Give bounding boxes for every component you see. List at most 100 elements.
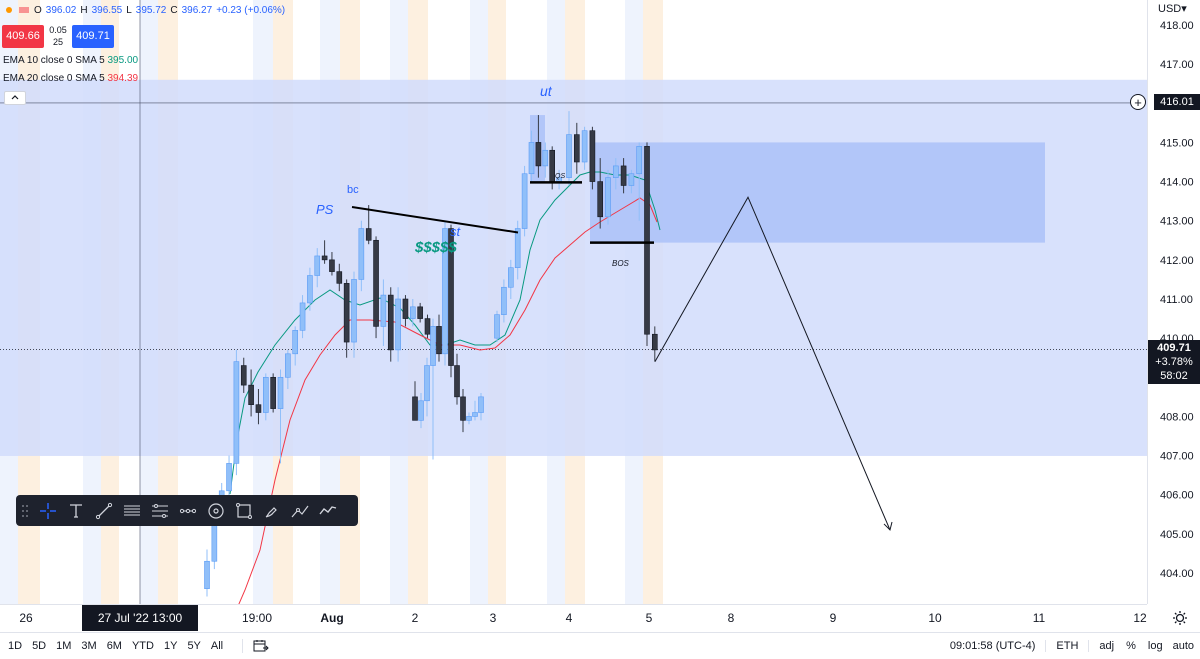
clock-display[interactable]: 09:01:58 (UTC-4): [949, 640, 1036, 652]
calendar-goto-icon: [253, 640, 269, 652]
range-1d[interactable]: 1D: [8, 640, 23, 652]
crosshair-tool[interactable]: [34, 495, 62, 526]
rectangle-icon: [236, 502, 252, 519]
last-price-value: 409.71: [1157, 342, 1191, 354]
crosshair-time-label: 27 Jul '22 13:00: [82, 605, 198, 631]
price-tick-label: 404.00: [1160, 568, 1194, 580]
annotation-dollars: $$$$$: [414, 239, 457, 256]
candle-body: [549, 149, 556, 182]
price-tick-label: 412.00: [1160, 255, 1194, 267]
price-axis[interactable]: 418.00417.00416.00415.00414.00413.00412.…: [1147, 0, 1200, 604]
open-value: 396.02: [45, 4, 77, 16]
candle-body: [454, 365, 460, 398]
auto-toggle[interactable]: auto: [1172, 640, 1194, 652]
candle-body: [472, 412, 478, 417]
time-tick-label: 10: [928, 611, 942, 625]
buy-button[interactable]: 409.71: [72, 24, 114, 48]
time-tick-label: Aug: [320, 611, 343, 625]
range-ytd[interactable]: YTD: [131, 640, 154, 652]
range-1y[interactable]: 1Y: [163, 640, 178, 652]
range-zone: [0, 79, 1147, 456]
range-all[interactable]: All: [210, 640, 224, 652]
collapse-legend-button[interactable]: [4, 91, 26, 105]
text-tool[interactable]: [62, 495, 90, 526]
candle-body: [528, 142, 535, 175]
projection-path: [654, 196, 891, 531]
ema10-label: EMA 10 close 0 SMA 5: [3, 55, 105, 66]
time-tick-label: 5: [646, 611, 653, 625]
candle-body: [628, 173, 635, 186]
pitchfork-tool[interactable]: [174, 495, 202, 526]
candle-body: [204, 560, 210, 589]
projection-arrowhead: [883, 521, 893, 531]
high-value: 396.55: [91, 4, 123, 16]
forecast-tool[interactable]: [314, 495, 342, 526]
candle-body: [262, 376, 269, 413]
add-alert-button[interactable]: +: [1130, 94, 1146, 110]
candle-body: [636, 146, 643, 175]
ema20-legend[interactable]: EMA 20 close 0 SMA 5 394.39: [3, 73, 138, 84]
range-3m[interactable]: 3M: [81, 640, 97, 652]
price-tick-label: 405.00: [1160, 529, 1194, 541]
crosshair-icon: [40, 502, 56, 519]
candle-body: [402, 298, 409, 319]
candle-body: [248, 384, 254, 405]
time-tick-label: 26: [19, 611, 33, 625]
time-tick-label: 2: [412, 611, 419, 625]
chart-settings-button[interactable]: [1170, 608, 1190, 628]
candle-body: [460, 396, 466, 421]
horizontal-lines-tool[interactable]: [118, 495, 146, 526]
annotation-ut: ut: [540, 83, 553, 99]
currency-selector[interactable]: USD▾: [1158, 2, 1187, 15]
brush-tool[interactable]: [258, 495, 286, 526]
candle-body: [521, 173, 528, 229]
circle-target-icon: [208, 502, 224, 519]
candle-body: [365, 228, 372, 241]
price-tick-label: 415.00: [1160, 137, 1194, 149]
path-tool[interactable]: [286, 495, 314, 526]
candle-body: [494, 314, 500, 339]
percent-toggle[interactable]: %: [1126, 640, 1136, 652]
target-tool[interactable]: [202, 495, 230, 526]
path-icon: [291, 505, 309, 517]
ema20-value: 394.39: [107, 73, 139, 84]
candle-body: [417, 306, 423, 319]
trendline-tool[interactable]: [90, 495, 118, 526]
candle-body: [514, 228, 521, 268]
quantity-value[interactable]: 25: [52, 37, 63, 47]
candle-body: [436, 326, 442, 355]
fib-tool[interactable]: [146, 495, 174, 526]
rectangle-tool[interactable]: [230, 495, 258, 526]
range-5d[interactable]: 5D: [32, 640, 47, 652]
candle-body: [651, 333, 658, 351]
candle-body: [418, 400, 424, 421]
price-tick-label: 417.00: [1160, 59, 1194, 71]
candle-body: [581, 130, 588, 163]
candle-body: [226, 463, 232, 492]
candle-body: [285, 353, 291, 378]
date-range-button[interactable]: [242, 639, 269, 653]
price-chart[interactable]: ut PS bc st$$$$$ BOS QS: [0, 0, 1147, 604]
annotation-bc: bc: [347, 184, 359, 196]
ema10-line: [229, 171, 661, 495]
high-label: H: [80, 4, 88, 16]
spread-box: 0.05 25: [44, 24, 72, 48]
range-5y[interactable]: 5Y: [187, 640, 201, 652]
last-price-label: 409.71 +3.78% 58:02: [1148, 340, 1200, 384]
price-tick-label: 406.00: [1160, 490, 1194, 502]
session-toggle[interactable]: ETH: [1045, 640, 1088, 652]
log-toggle[interactable]: log: [1147, 640, 1163, 652]
range-1m[interactable]: 1M: [56, 640, 72, 652]
candle-body: [448, 228, 454, 366]
candle-body: [424, 318, 431, 335]
candle-body: [507, 267, 514, 288]
candle-body: [240, 365, 247, 386]
ema10-legend[interactable]: EMA 10 close 0 SMA 5 395.00: [3, 55, 138, 66]
drag-handle-icon: [22, 504, 28, 517]
range-6m[interactable]: 6M: [106, 640, 122, 652]
sell-button[interactable]: 409.66: [2, 24, 44, 48]
toolbar-drag-handle[interactable]: [16, 495, 34, 526]
ps-to-st-line: [351, 206, 519, 234]
adj-toggle[interactable]: adj: [1088, 640, 1120, 652]
